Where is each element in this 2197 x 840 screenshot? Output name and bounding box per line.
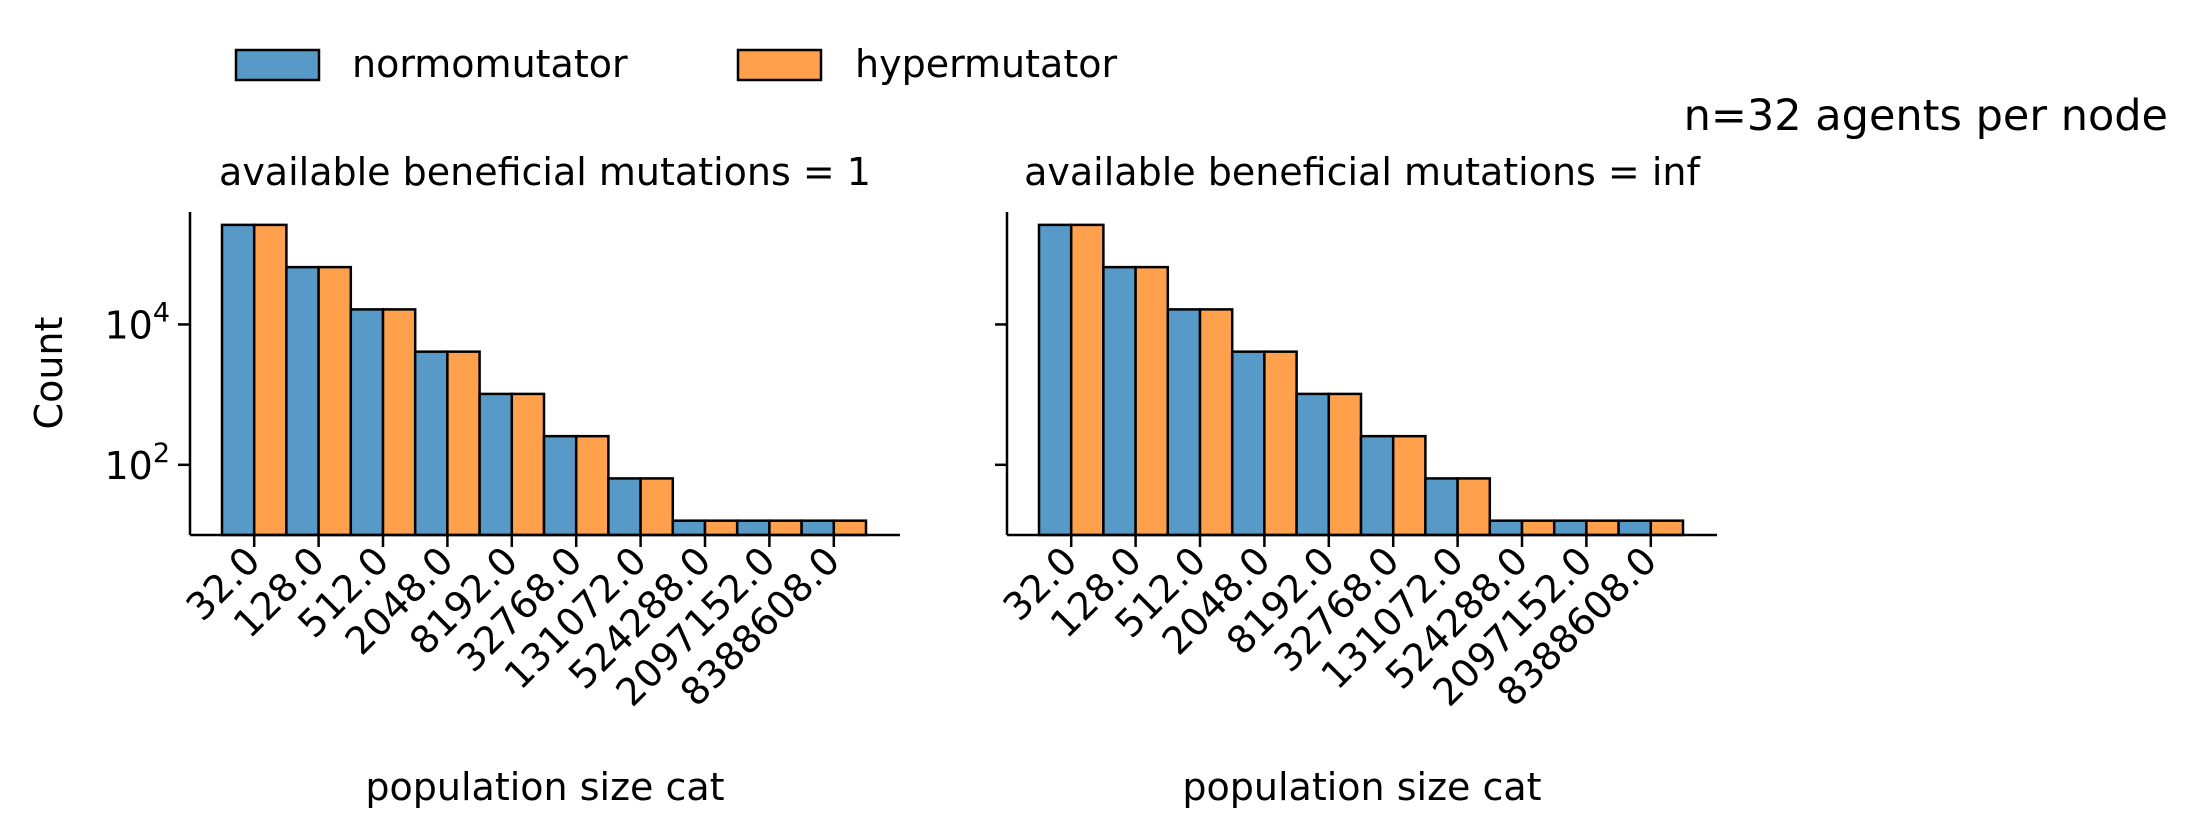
bar-hypermutator-8388608.0 [1649, 519, 1685, 537]
bar-normomutator-524288.0 [671, 519, 707, 537]
y-axis-label: Count [27, 317, 71, 430]
bar-normomutator-2097152.0 [1552, 519, 1588, 537]
bar-hypermutator-32768.0 [574, 434, 610, 537]
legend-swatch-normomutator [234, 48, 321, 82]
bar-hypermutator-131072.0 [1456, 477, 1492, 537]
bar-normomutator-8388608.0 [1617, 519, 1653, 537]
bar-normomutator-32768.0 [1359, 434, 1395, 537]
bar-hypermutator-131072.0 [639, 477, 675, 537]
bar-normomutator-2048.0 [1230, 350, 1266, 537]
bar-hypermutator-512.0 [1198, 308, 1234, 537]
bar-normomutator-8388608.0 [800, 519, 836, 537]
legend: normomutator hypermutator [234, 42, 1117, 86]
figure-suptitle: n=32 agents per node [1684, 91, 2168, 141]
legend-swatch-hypermutator [736, 48, 823, 82]
bar-normomutator-131072.0 [607, 477, 642, 537]
bar-normomutator-32.0 [1037, 223, 1073, 537]
bar-hypermutator-2097152.0 [768, 519, 803, 537]
bar-normomutator-512.0 [1166, 308, 1202, 537]
bar-normomutator-32.0 [220, 223, 256, 537]
bar-hypermutator-8192.0 [1327, 392, 1363, 537]
bar-hypermutator-524288.0 [703, 519, 739, 537]
bar-hypermutator-8388608.0 [832, 519, 868, 537]
bar-hypermutator-524288.0 [1520, 519, 1556, 537]
chart-panel-beneficial-1: available beneficial mutations = 1 102 104… [27, 150, 900, 809]
bar-normomutator-2097152.0 [735, 519, 771, 537]
chart-panel-beneficial-inf: available beneficial mutations = inf32.0… [995, 150, 1717, 809]
chart-title: available beneficial mutations = 1 [219, 150, 871, 194]
legend-label-normomutator: normomutator [352, 42, 628, 86]
y-tick-label: 102 [104, 438, 170, 488]
bar-normomutator-2048.0 [413, 350, 449, 537]
bar-hypermutator-2097152.0 [1585, 519, 1620, 537]
bar-hypermutator-2048.0 [446, 350, 481, 537]
bar-normomutator-512.0 [349, 308, 385, 537]
bar-hypermutator-8192.0 [510, 392, 546, 537]
bar-hypermutator-128.0 [317, 265, 353, 537]
x-axis-label: population size cat [365, 765, 724, 809]
bar-normomutator-8192.0 [478, 392, 514, 537]
bar-hypermutator-2048.0 [1263, 350, 1298, 537]
bar-normomutator-128.0 [285, 265, 320, 537]
bar-normomutator-131072.0 [1424, 477, 1459, 537]
legend-label-hypermutator: hypermutator [855, 42, 1117, 86]
bar-normomutator-8192.0 [1295, 392, 1331, 537]
bar-normomutator-128.0 [1102, 265, 1137, 537]
chart-title: available beneficial mutations = inf [1024, 150, 1701, 194]
bar-hypermutator-32.0 [1069, 223, 1105, 537]
bar-hypermutator-32.0 [252, 223, 288, 537]
y-tick-label: 104 [104, 297, 170, 347]
bar-hypermutator-128.0 [1134, 265, 1170, 537]
bar-hypermutator-32768.0 [1391, 434, 1427, 537]
bar-normomutator-524288.0 [1488, 519, 1524, 537]
x-axis-label: population size cat [1182, 765, 1541, 809]
bar-hypermutator-512.0 [381, 308, 417, 537]
bar-normomutator-32768.0 [542, 434, 578, 537]
